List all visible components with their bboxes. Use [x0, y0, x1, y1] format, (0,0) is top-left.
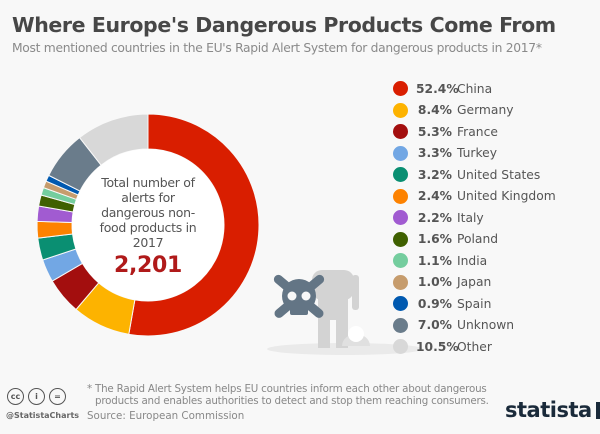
source: Source: European Commission [87, 410, 245, 422]
legend-label: India [457, 253, 488, 268]
legend-label: Spain [457, 296, 492, 311]
legend-swatch [393, 253, 408, 269]
legend-item: 1.1% India [393, 250, 556, 272]
legend-item: 52.4% China [393, 78, 556, 100]
chart-title: Where Europe's Dangerous Products Come F… [12, 13, 556, 37]
legend-swatch [393, 317, 408, 333]
legend-swatch [393, 145, 408, 161]
skull-illustration [267, 270, 423, 355]
legend-item: 0.9% Spain [393, 293, 556, 315]
legend-value: 1.0% [417, 275, 452, 290]
legend-swatch [393, 102, 408, 118]
legend-item: 7.0% Unknown [393, 315, 556, 337]
legend-label: Unknown [457, 318, 515, 333]
legend-value: 2.4% [417, 189, 452, 204]
footnote-line: * The Rapid Alert System helps EU countr… [87, 383, 487, 395]
legend-swatch [393, 339, 408, 355]
legend-label: Turkey [457, 146, 498, 161]
cc-icon: cc [7, 388, 24, 405]
footnote-line: products and enables authorities to dete… [95, 395, 489, 407]
legend-item: 2.2% Italy [393, 207, 556, 229]
attribution-icon: i [28, 388, 45, 405]
legend-label: France [457, 124, 498, 139]
legend-item: 2.4% United Kingdom [393, 186, 556, 208]
legend-item: 1.0% Japan [393, 272, 556, 294]
statista-logo-icon [595, 401, 600, 419]
legend-value: 0.9% [417, 296, 452, 311]
legend-label: China [457, 81, 493, 96]
legend-label: United States [457, 167, 541, 182]
statista-logo[interactable]: statista [505, 398, 600, 422]
legend-value: 2.2% [417, 210, 452, 225]
chart-subtitle: Most mentioned countries in the EU's Rap… [12, 41, 542, 55]
legend: 52.4% China 8.4% Germany 5.3% France 3.3% Turke… [393, 78, 556, 358]
legend-item: 5.3% France [393, 121, 556, 143]
legend-swatch [393, 231, 408, 247]
legend-label: Germany [457, 103, 514, 118]
total-alerts: 2,201 [113, 253, 183, 278]
donut-center: Total number of alerts for dangerous non… [88, 175, 208, 278]
legend-item: 1.6% Poland [393, 229, 556, 251]
no-derivatives-icon: = [49, 388, 66, 405]
donut-hole [72, 149, 224, 301]
legend-value: 1.6% [417, 232, 452, 247]
legend-label: Japan [457, 275, 492, 290]
legend-value: 3.3% [417, 146, 452, 161]
legend-item: 10.5% Other [393, 336, 556, 358]
brand-name: statista [505, 398, 592, 422]
legend-value: 10.5% [416, 339, 459, 354]
legend-value: 52.4% [416, 81, 459, 96]
legend-value: 7.0% [417, 318, 452, 333]
center-label: Total number of alerts for dangerous non… [99, 175, 197, 250]
legend-value: 3.2% [417, 167, 452, 182]
legend-value: 8.4% [417, 103, 452, 118]
skull-crossbones-icon [273, 274, 325, 318]
legend-value: 1.1% [417, 253, 452, 268]
twitter-handle[interactable]: @StatistaCharts [6, 411, 80, 420]
legend-label: Poland [457, 232, 499, 247]
legend-value: 5.3% [417, 124, 452, 139]
legend-item: 3.2% United States [393, 164, 556, 186]
legend-swatch [393, 210, 408, 226]
legend-label: United Kingdom [457, 189, 556, 204]
legend-swatch [393, 274, 408, 290]
footnote: * The Rapid Alert System helps EU countr… [87, 383, 489, 407]
legend-swatch [393, 124, 408, 140]
legend-item: 8.4% Germany [393, 100, 556, 122]
legend-label: Other [457, 339, 492, 354]
legend-swatch [393, 81, 408, 97]
license-icons: cc i = [7, 388, 66, 405]
legend-swatch [393, 188, 408, 204]
legend-swatch [393, 296, 408, 312]
legend-label: Italy [457, 210, 484, 225]
legend-item: 3.3% Turkey [393, 143, 556, 165]
legend-swatch [393, 167, 408, 183]
